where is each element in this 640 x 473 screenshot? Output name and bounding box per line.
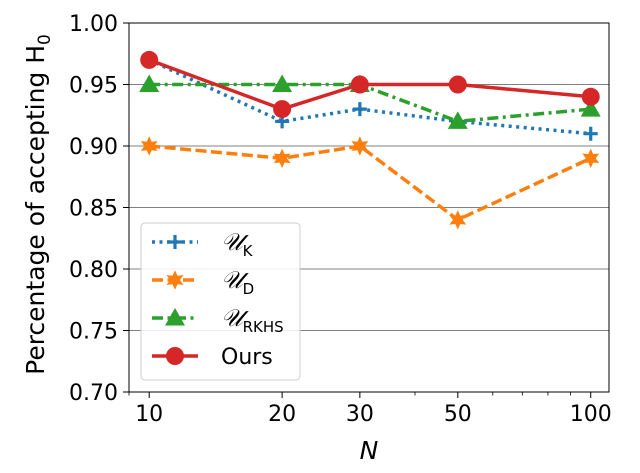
legend-item: Ours <box>152 345 273 370</box>
series-1 <box>140 136 600 230</box>
data-point <box>449 210 467 230</box>
y-tick-label: 0.75 <box>69 320 118 345</box>
data-point <box>583 126 598 141</box>
data-point <box>140 50 159 69</box>
series-0 <box>142 52 598 141</box>
series-line <box>148 58 591 136</box>
legend-label: Ours <box>221 345 273 370</box>
y-tick-label: 0.85 <box>69 197 118 222</box>
x-axis-title: N <box>360 436 379 465</box>
data-point <box>140 136 158 156</box>
legend-box <box>140 222 301 381</box>
data-point <box>352 102 367 117</box>
data-point <box>351 136 369 156</box>
series-3 <box>140 50 600 119</box>
x-tick-label: 20 <box>268 402 296 427</box>
x-tick-label: 10 <box>135 402 163 427</box>
y-tick-label: 0.80 <box>69 258 118 283</box>
data-point <box>350 75 369 94</box>
data-point <box>581 87 600 106</box>
x-tick-label: 50 <box>444 402 472 427</box>
y-axis-title: Percentage of accepting H0 <box>21 34 55 375</box>
legend-marker <box>166 347 184 365</box>
legend-marker <box>166 270 184 290</box>
data-point <box>273 100 292 119</box>
data-point <box>272 74 293 92</box>
x-tick-label: 30 <box>346 402 374 427</box>
data-point <box>447 111 468 129</box>
data-point <box>580 99 601 117</box>
y-axis-ticks: 0.70 0.75 0.80 0.85 0.90 0.95 1.00 <box>69 12 129 406</box>
data-point <box>448 75 467 94</box>
y-tick-label: 0.70 <box>69 381 118 406</box>
x-axis-ticks: 10 20 30 50 100 <box>128 392 612 427</box>
y-tick-label: 1.00 <box>69 12 118 37</box>
legend-marker <box>168 235 182 249</box>
plot-frame <box>128 22 610 393</box>
y-axis-title-main: Percentage of accepting H <box>21 45 50 375</box>
series-lines <box>139 50 601 230</box>
legend-marker <box>165 308 185 326</box>
y-tick-label: 0.90 <box>69 135 118 160</box>
data-point <box>582 148 600 169</box>
series-line <box>149 144 592 222</box>
data-point <box>139 74 160 92</box>
x-tick-label: 100 <box>570 402 612 427</box>
y-axis-title-subscript: 0 <box>35 34 55 45</box>
legend-item: 𝒰K <box>152 228 254 260</box>
y-tick-label: 0.95 <box>69 74 118 99</box>
data-point <box>273 148 291 169</box>
